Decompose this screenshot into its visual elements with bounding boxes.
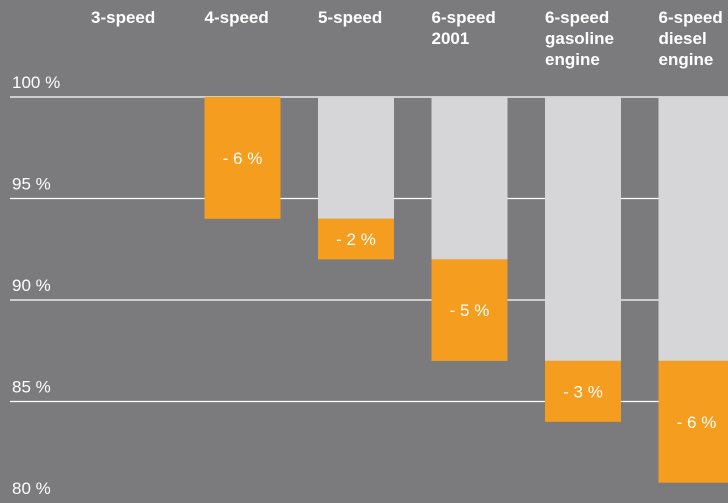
category-label-line: 2001 (432, 29, 470, 48)
bar-reduction-5 (545, 360, 621, 422)
y-tick-label-80: 80 % (12, 479, 51, 498)
category-label-line: engine (659, 50, 714, 69)
category-label-line: 6-speed (659, 8, 723, 27)
category-labels: 3-speed 4-speed 5-speed 6-speed 2001 6-speed g… (91, 8, 723, 69)
bar-reduction-2 (204, 97, 281, 219)
y-tick-label-85: 85 % (12, 378, 51, 397)
data-label-5: - 3 % (563, 382, 603, 401)
data-label-3: - 2 % (336, 230, 376, 249)
category-label-5: 6-speed gasoline engine (545, 8, 614, 69)
bar-remaining-6 (658, 97, 728, 361)
y-tick-label-100: 100 % (12, 73, 60, 92)
data-labels: - 6 % - 2 % - 5 % - 3 % - 6 % (223, 149, 717, 432)
category-label-line: diesel (659, 29, 707, 48)
category-label-4: 6-speed 2001 (432, 8, 496, 48)
category-label-line: gasoline (545, 29, 614, 48)
bar-reduction-3 (318, 218, 394, 260)
y-tick-label-95: 95 % (12, 175, 51, 194)
category-label-1: 3-speed (91, 8, 155, 27)
category-label-line: engine (545, 50, 600, 69)
data-label-4: - 5 % (450, 301, 490, 320)
category-label-line: 3-speed (91, 8, 155, 27)
bar-remaining-5 (545, 97, 621, 361)
category-label-line: 6-speed (432, 8, 496, 27)
bar-reduction-4 (431, 259, 508, 361)
bar-reduction-6 (658, 360, 728, 483)
data-label-6: - 6 % (677, 413, 717, 432)
category-label-2: 4-speed (205, 8, 269, 27)
bar-remaining-4 (431, 97, 508, 260)
y-axis-tick-labels: 100 % 95 % 90 % 85 % 80 % (12, 73, 60, 498)
bar-remaining-3 (318, 97, 394, 219)
category-label-3: 5-speed (318, 8, 382, 27)
category-label-6: 6-speed diesel engine (659, 8, 723, 69)
category-label-line: 6-speed (545, 8, 609, 27)
bars (204, 97, 728, 483)
data-label-2: - 6 % (223, 149, 263, 168)
category-label-line: 4-speed (205, 8, 269, 27)
y-tick-label-90: 90 % (12, 276, 51, 295)
category-label-line: 5-speed (318, 8, 382, 27)
